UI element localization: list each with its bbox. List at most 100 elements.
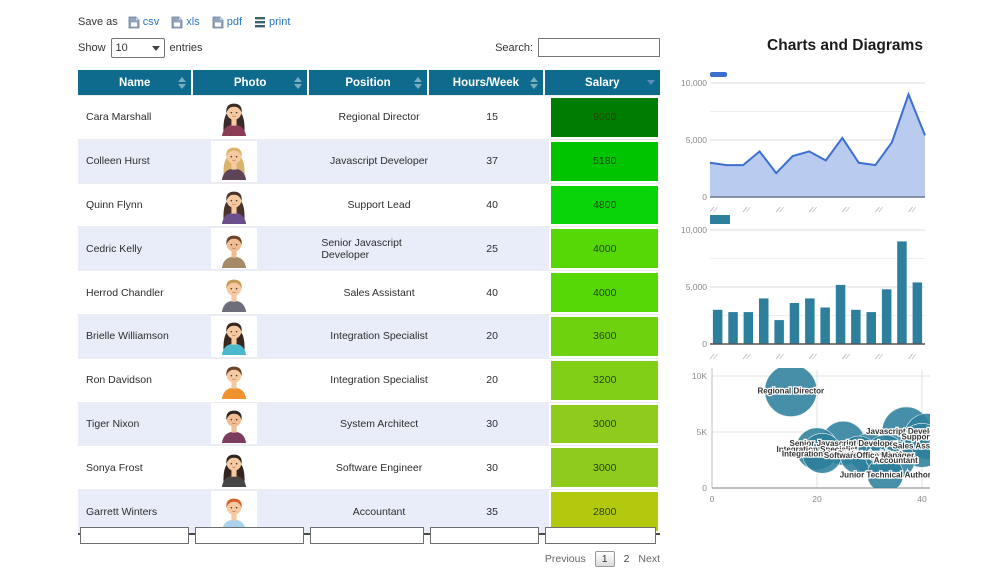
- sort-icon: [414, 70, 423, 95]
- column-header-photo[interactable]: Photo: [193, 70, 309, 95]
- table-row: Cedric Kelly Senior Javascript Developer 2…: [78, 226, 661, 271]
- cell-name: Quinn Flynn: [86, 198, 143, 211]
- cell-salary: 4800: [547, 183, 661, 227]
- bar: [881, 289, 892, 344]
- charts-panel-title: Charts and Diagrams: [767, 37, 923, 54]
- file-csv-icon: [128, 16, 140, 28]
- search-label: Search:: [495, 41, 533, 54]
- column-header-name[interactable]: Name: [78, 70, 194, 95]
- area-series-line: [709, 91, 926, 175]
- filter-cell: [543, 527, 660, 544]
- export-xls-label: xls: [186, 16, 200, 28]
- salary-value-badge: 3600: [549, 314, 661, 358]
- salary-value-badge: 3000: [549, 402, 661, 446]
- column-header-label: Salary: [585, 76, 620, 89]
- file-pdf-icon: [212, 16, 224, 28]
- cell-photo: [197, 96, 322, 139]
- table-row: Ron Davidson Integration Specialist 20 3200: [78, 357, 661, 402]
- avatar: [221, 104, 246, 137]
- export-csv-label: csv: [142, 16, 160, 28]
- filter-input-photo[interactable]: [195, 527, 304, 544]
- cell-salary: 9000: [547, 96, 661, 139]
- sort-asc-icon: [414, 76, 423, 82]
- cell-salary: 4000: [547, 271, 661, 314]
- bubble-label: Junior Technical Author: [840, 471, 931, 480]
- cell-photo: [197, 446, 322, 489]
- sort-icon: [293, 70, 302, 95]
- svg-text:10K: 10K: [692, 371, 707, 381]
- salary-area-chart: 10,000 5,000 0: [681, 72, 926, 213]
- search-input[interactable]: [538, 38, 660, 57]
- sort-desc-active-icon: [647, 80, 655, 85]
- bubble-label: Integration Specialist: [777, 445, 858, 454]
- avatar: [221, 366, 246, 400]
- cell-position: Regional Director: [338, 111, 420, 124]
- cell-position: Javascript Developer: [330, 155, 429, 168]
- salary-value-badge: 4000: [549, 227, 661, 271]
- salary-bubble-chart: 10K 5K 00 20 40 Regional Director Javascript D…: [692, 368, 932, 504]
- avatar: [221, 410, 246, 443]
- export-toolbar: Save as csv xls pdf print: [78, 14, 290, 30]
- export-print-button[interactable]: print: [254, 16, 290, 29]
- bubble-label: Support Lead: [902, 433, 932, 442]
- export-pdf-label: pdf: [226, 16, 242, 28]
- file-xls-icon: [171, 16, 183, 28]
- bubble: [764, 368, 818, 417]
- export-xls-button[interactable]: xls: [171, 16, 200, 29]
- next-page-button[interactable]: Next: [638, 553, 660, 565]
- bubble-label: Senior Javascript Developer: [789, 439, 897, 448]
- bar: [759, 298, 769, 344]
- svg-text:0: 0: [710, 494, 715, 504]
- employee-photo: [210, 272, 257, 314]
- cell-hours: 35: [486, 505, 498, 518]
- avatar: [221, 322, 246, 356]
- area-series-fill: [710, 94, 925, 197]
- export-csv-button[interactable]: csv: [128, 16, 160, 29]
- column-header-salary[interactable]: Salary: [544, 70, 660, 95]
- filter-input-hours[interactable]: [430, 527, 539, 544]
- svg-text:20: 20: [812, 494, 822, 504]
- cell-name: Cedric Kelly: [86, 242, 143, 255]
- cell-position: Accountant: [352, 505, 406, 518]
- cell-name: Cara Marshall: [86, 111, 152, 124]
- cell-photo: [197, 403, 322, 446]
- bar: [820, 307, 830, 344]
- bubble-label: Office Manager: [856, 451, 914, 460]
- table-header-row: Name Photo Position Hours/Week Salary: [78, 70, 660, 95]
- page-button-1[interactable]: 1: [594, 551, 615, 567]
- cell-hours: 40: [486, 286, 498, 299]
- salary-value-badge: 4000: [549, 271, 661, 314]
- column-header-position[interactable]: Position: [308, 70, 430, 95]
- column-header-label: Photo: [233, 76, 267, 89]
- page-button-2[interactable]: 2: [623, 553, 630, 565]
- bar: [835, 284, 846, 344]
- cell-photo: [197, 490, 322, 533]
- column-filter-row: [78, 527, 660, 544]
- show-entries-value: 10: [115, 42, 128, 54]
- cell-position: Integration Specialist: [330, 330, 428, 343]
- filter-input-salary[interactable]: [545, 527, 656, 544]
- table-row: Herrod Chandler Sales Assistant 40 4000: [78, 270, 661, 314]
- salary-value-badge: 9000: [549, 96, 661, 139]
- cell-salary: 3000: [547, 402, 661, 446]
- filter-cell: [193, 527, 308, 544]
- cell-salary: 2800: [547, 490, 661, 533]
- previous-page-button[interactable]: Previous: [544, 553, 586, 565]
- show-entries-select[interactable]: 10: [110, 38, 165, 58]
- print-icon: [255, 16, 265, 27]
- avatar: [221, 235, 246, 268]
- cell-salary: 5180: [547, 139, 661, 183]
- bar: [866, 312, 876, 344]
- filter-input-position[interactable]: [310, 527, 424, 544]
- filter-input-name[interactable]: [80, 527, 189, 544]
- sort-icon: [178, 70, 187, 95]
- export-pdf-button[interactable]: pdf: [212, 16, 242, 29]
- employee-table: Name Photo Position Hours/Week Salary Cara M…: [78, 70, 661, 535]
- employee-photo: [210, 491, 257, 533]
- bar: [743, 312, 754, 344]
- cell-hours: 20: [486, 330, 498, 343]
- cell-position: Integration Specialist: [330, 374, 428, 387]
- column-header-hours-week[interactable]: Hours/Week: [429, 70, 545, 95]
- cell-name: Sonya Frost: [86, 461, 143, 474]
